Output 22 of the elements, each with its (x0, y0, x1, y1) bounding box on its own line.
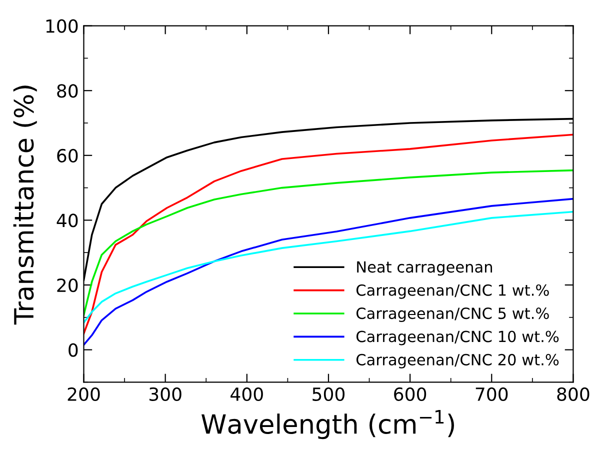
x-tick-label: 400 (230, 387, 263, 402)
x-axis-title: Wavelength (cm$^{−1}$) (202, 410, 454, 440)
line-series (84, 198, 574, 346)
legend-label: Carrageenan/CNC 10 wt.% (356, 330, 559, 346)
x-tick-label: 300 (149, 387, 182, 402)
legend-label: Neat carrageenan (357, 261, 492, 276)
x-tick-label: 800 (557, 387, 590, 402)
y-tick-label: 40 (56, 214, 78, 228)
legend-label: Carrageenan/CNC 5 wt.% (356, 308, 549, 322)
line-series (84, 210, 574, 324)
y-axis-title: Transmittance (%) (13, 86, 37, 325)
y-tick-label: 0 (68, 343, 78, 357)
y-tick-label: 20 (57, 278, 78, 292)
x-tick-label: 700 (476, 387, 508, 402)
x-tick-label: 200 (68, 387, 100, 402)
y-tick-label: 80 (57, 84, 78, 98)
y-tick-label: 60 (57, 148, 78, 163)
legend-label: Carrageenan/CNC 1 wt.% (356, 284, 549, 299)
legend-label: Carrageenan/CNC 20 wt.% (356, 354, 559, 368)
x-tick-label: 600 (394, 387, 426, 402)
y-tick-label: 100 (46, 19, 78, 33)
x-tick-label: 500 (312, 387, 345, 402)
